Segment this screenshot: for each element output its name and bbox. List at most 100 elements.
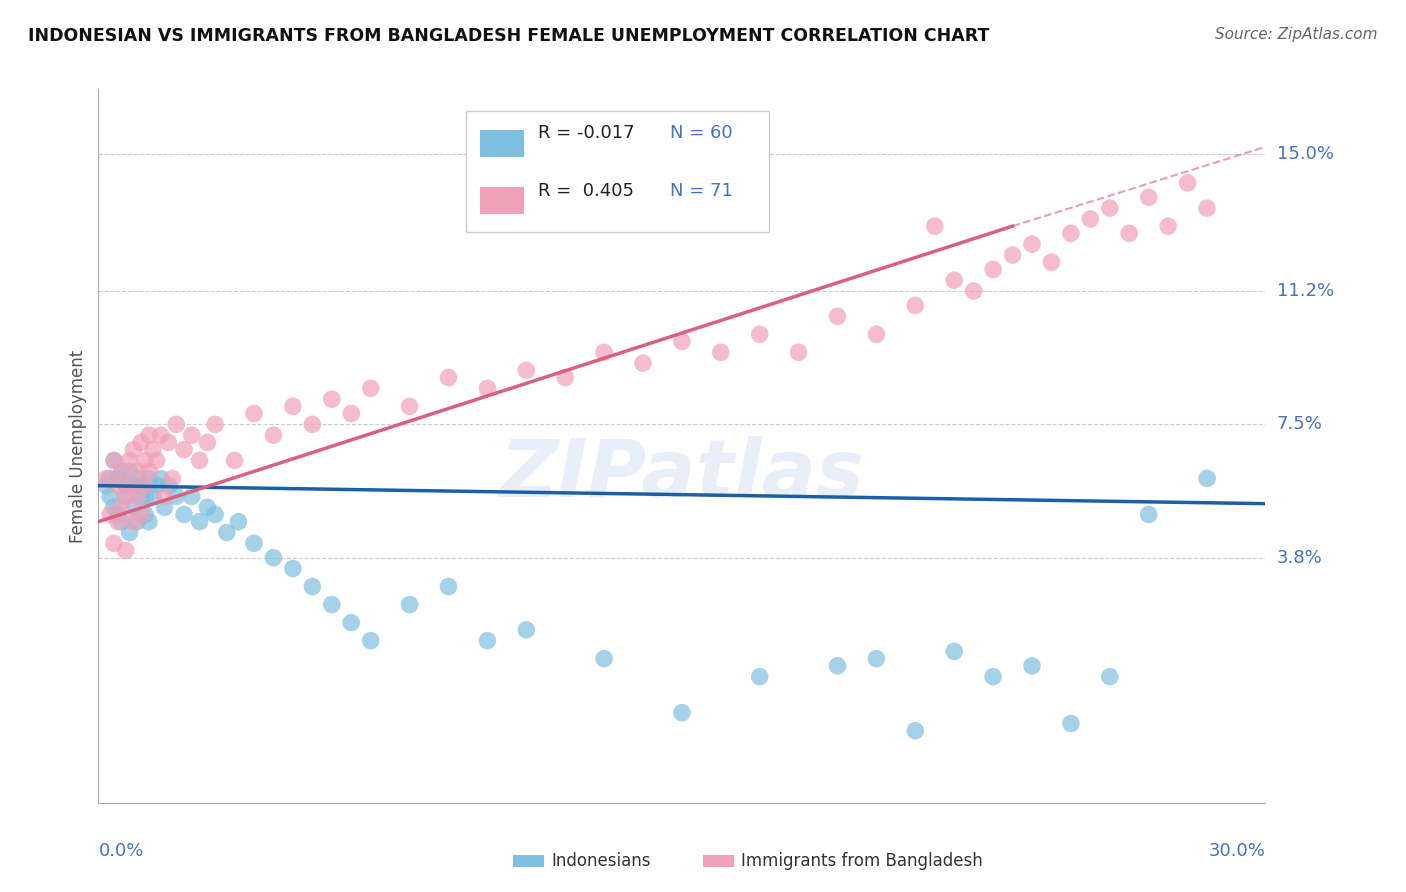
Point xyxy=(134,490,156,504)
Text: Source: ZipAtlas.com: Source: ZipAtlas.com xyxy=(1215,27,1378,42)
Point xyxy=(340,407,363,421)
Text: INDONESIAN VS IMMIGRANTS FROM BANGLADESH FEMALE UNEMPLOYMENT CORRELATION CHART: INDONESIAN VS IMMIGRANTS FROM BANGLADESH… xyxy=(28,27,990,45)
Point xyxy=(98,471,121,485)
Point xyxy=(593,345,616,359)
FancyBboxPatch shape xyxy=(465,111,769,232)
Point xyxy=(904,723,927,738)
Point xyxy=(157,435,180,450)
Point xyxy=(398,400,420,414)
Point xyxy=(827,658,849,673)
Point xyxy=(477,633,499,648)
Point xyxy=(1157,219,1180,234)
Point xyxy=(107,515,129,529)
Text: 15.0%: 15.0% xyxy=(1277,145,1333,163)
Point xyxy=(1118,227,1140,241)
Point xyxy=(153,500,176,515)
Point xyxy=(129,478,152,492)
Point xyxy=(924,219,946,234)
Y-axis label: Female Unemployment: Female Unemployment xyxy=(69,350,87,542)
Point xyxy=(114,490,136,504)
Point xyxy=(671,706,693,720)
Point xyxy=(122,478,145,492)
Point xyxy=(301,417,323,432)
Point xyxy=(138,464,160,478)
Point xyxy=(134,508,156,522)
Point xyxy=(111,464,134,478)
Text: Immigrants from Bangladesh: Immigrants from Bangladesh xyxy=(741,852,983,870)
Point xyxy=(1021,658,1043,673)
Point xyxy=(631,356,654,370)
Point xyxy=(114,478,136,492)
Point xyxy=(180,428,202,442)
Point xyxy=(904,298,927,312)
Point xyxy=(515,623,537,637)
Point xyxy=(865,327,887,342)
Point xyxy=(153,490,176,504)
Point xyxy=(1195,471,1218,485)
Point xyxy=(554,370,576,384)
Point xyxy=(142,442,165,457)
Point xyxy=(146,478,169,492)
Point xyxy=(98,508,121,522)
Point xyxy=(1060,227,1083,241)
Point xyxy=(1195,201,1218,215)
Point xyxy=(149,428,172,442)
Point xyxy=(118,464,141,478)
Point xyxy=(1060,716,1083,731)
Point xyxy=(122,442,145,457)
Point xyxy=(134,478,156,492)
Point xyxy=(981,670,1004,684)
Point xyxy=(129,435,152,450)
Point xyxy=(321,392,343,406)
Point xyxy=(281,400,304,414)
Point xyxy=(204,508,226,522)
Point xyxy=(127,515,149,529)
Point xyxy=(827,310,849,324)
Point xyxy=(437,580,460,594)
Point xyxy=(149,471,172,485)
Text: R = -0.017: R = -0.017 xyxy=(538,125,636,143)
Point xyxy=(107,508,129,522)
Point xyxy=(118,525,141,540)
FancyBboxPatch shape xyxy=(479,130,524,157)
Point xyxy=(1137,190,1160,204)
Point xyxy=(281,561,304,575)
Point xyxy=(398,598,420,612)
Text: R =  0.405: R = 0.405 xyxy=(538,182,634,200)
Text: 11.2%: 11.2% xyxy=(1277,282,1334,300)
Point xyxy=(748,670,770,684)
Point xyxy=(188,515,211,529)
Point xyxy=(360,633,382,648)
Point xyxy=(865,651,887,665)
Point xyxy=(962,284,984,298)
Point xyxy=(1098,670,1121,684)
Point xyxy=(224,453,246,467)
Text: Indonesians: Indonesians xyxy=(551,852,651,870)
Point xyxy=(165,490,187,504)
Point xyxy=(321,598,343,612)
Point xyxy=(122,515,145,529)
Point xyxy=(138,428,160,442)
Point xyxy=(671,334,693,349)
Point xyxy=(107,478,129,492)
Text: ZIPatlas: ZIPatlas xyxy=(499,435,865,514)
Point xyxy=(118,478,141,492)
Point xyxy=(1098,201,1121,215)
Point xyxy=(114,490,136,504)
Point xyxy=(103,500,125,515)
Point xyxy=(1177,176,1199,190)
Point xyxy=(103,453,125,467)
Point xyxy=(477,381,499,395)
Point xyxy=(195,500,218,515)
Point xyxy=(943,273,966,287)
Point xyxy=(134,453,156,467)
Point xyxy=(981,262,1004,277)
Point xyxy=(943,644,966,658)
Point xyxy=(111,515,134,529)
Point xyxy=(114,543,136,558)
Point xyxy=(1021,237,1043,252)
Text: 3.8%: 3.8% xyxy=(1277,549,1322,566)
Point xyxy=(243,536,266,550)
Point xyxy=(787,345,810,359)
Point xyxy=(107,471,129,485)
